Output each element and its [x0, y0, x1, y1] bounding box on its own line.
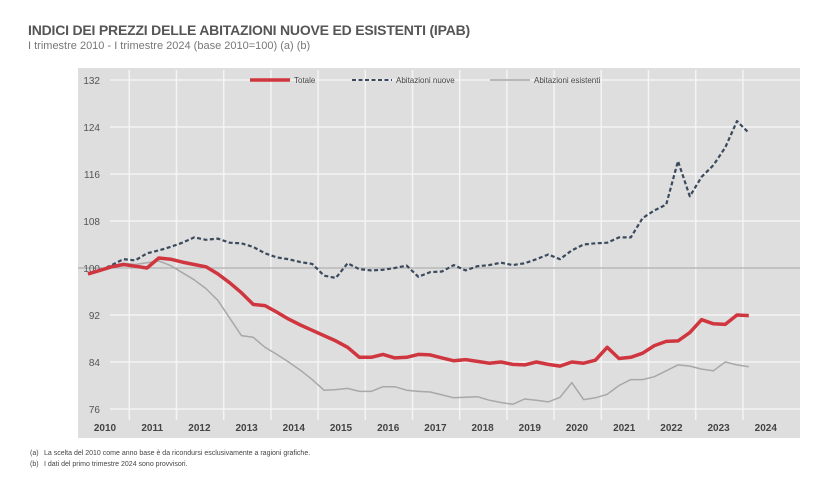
- x-tick-label: 2014: [283, 423, 306, 434]
- x-tick-label: 2020: [566, 423, 589, 434]
- x-tick-label: 2021: [613, 423, 636, 434]
- x-tick-label: 2019: [519, 423, 542, 434]
- x-tick-label: 2016: [377, 423, 400, 434]
- x-tick-label: 2023: [707, 423, 730, 434]
- x-tick-label: 2010: [94, 423, 117, 434]
- y-tick-label: 124: [83, 123, 100, 134]
- footnote-b: (b) I dati del primo trimestre 2024 sono …: [30, 461, 188, 468]
- y-tick-label: 92: [89, 311, 101, 322]
- plot-background: [78, 68, 800, 438]
- y-tick-label: 132: [83, 76, 100, 87]
- series-line-totale: [87, 256, 749, 368]
- chart-subtitle: I trimestre 2010 - I trimestre 2024 (bas…: [28, 40, 311, 52]
- footnote-a: (a) La scelta del 2010 come anno base è d…: [30, 450, 310, 457]
- y-tick-label: 84: [89, 358, 101, 369]
- y-tick-label: 116: [84, 170, 100, 181]
- x-tick-label: 2015: [330, 423, 353, 434]
- series-line-abitazioni-nuove: [87, 119, 750, 280]
- x-tick-label: 2024: [755, 423, 778, 434]
- y-tick-label: 108: [83, 217, 100, 228]
- x-tick-label: 2017: [424, 423, 447, 434]
- legend-label: Totale: [294, 76, 316, 85]
- footnote-text: I dati del primo trimestre 2024 sono pro…: [44, 461, 188, 468]
- legend-label: Abitazioni esistenti: [534, 76, 600, 85]
- x-tick-label: 2022: [660, 423, 683, 434]
- y-tick-label: 76: [89, 405, 101, 416]
- series-line-abitazioni-esistenti: [87, 260, 749, 406]
- x-tick-label: 2018: [471, 423, 494, 434]
- line-chart: 132 124 116 108 100 92 84 76 2010 2011 2012 2013 201…: [78, 68, 800, 438]
- x-tick-label: 2013: [235, 423, 258, 434]
- chart-title: INDICI DEI PREZZI DELLE ABITAZIONI NUOVE…: [28, 22, 470, 38]
- y-tick-label: 100: [83, 264, 100, 275]
- footnote-mark: (b): [30, 461, 39, 468]
- x-tick-label: 2012: [188, 423, 211, 434]
- footnote-mark: (a): [30, 450, 39, 457]
- legend-label: Abitazioni nuove: [396, 76, 455, 85]
- footnote-text: La scelta del 2010 come anno base è da r…: [44, 450, 311, 457]
- x-tick-label: 2011: [141, 423, 163, 434]
